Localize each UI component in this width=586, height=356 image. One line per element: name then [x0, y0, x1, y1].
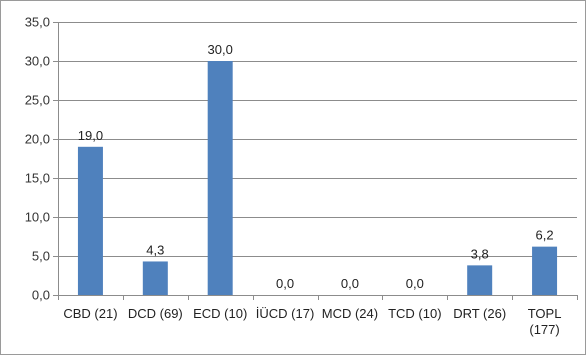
- category-label: ECD (10): [193, 306, 247, 321]
- y-tick-label: 0,0: [32, 288, 50, 303]
- data-label: 19,0: [78, 128, 103, 143]
- y-tick-label: 5,0: [32, 249, 50, 264]
- data-label: 30,0: [208, 42, 233, 57]
- data-label: 3,8: [471, 246, 489, 261]
- y-tick-label: 15,0: [25, 171, 50, 186]
- bar: [207, 61, 233, 295]
- category-label: DRT (26): [453, 306, 506, 321]
- y-tick-label: 10,0: [25, 210, 50, 225]
- data-label: 4,3: [146, 242, 164, 257]
- data-label: 6,2: [536, 228, 554, 243]
- y-tick-label: 35,0: [25, 15, 50, 30]
- category-label: TOPL: [528, 306, 562, 321]
- data-label: 0,0: [341, 276, 359, 291]
- bar: [532, 246, 558, 295]
- category-label: İÜCD (17): [256, 306, 315, 321]
- category-label: (177): [529, 322, 559, 337]
- category-label: DCD (69): [128, 306, 183, 321]
- data-label: 0,0: [406, 276, 424, 291]
- bar: [142, 261, 168, 295]
- category-label: TCD (10): [388, 306, 441, 321]
- y-tick-label: 25,0: [25, 93, 50, 108]
- data-label: 0,0: [276, 276, 294, 291]
- bar: [467, 265, 493, 295]
- category-label: CBD (21): [63, 306, 117, 321]
- y-tick-label: 30,0: [25, 54, 50, 69]
- y-tick-label: 20,0: [25, 132, 50, 147]
- bar: [77, 146, 103, 295]
- category-label: MCD (24): [322, 306, 378, 321]
